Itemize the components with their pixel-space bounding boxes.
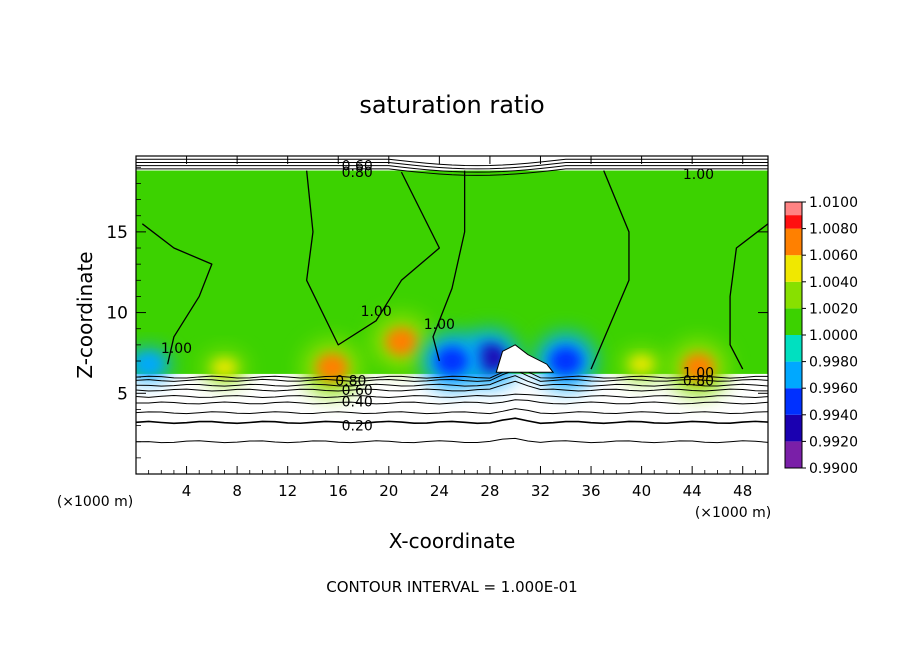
anomaly-blob [385, 327, 418, 356]
x-tick-label: 48 [733, 482, 752, 500]
colorbar-swatch [785, 361, 802, 389]
x-tick-label: 36 [581, 482, 600, 500]
colorbar: 0.9900 0.9920 0.9940 0.9960 0.9980 1.0000 1.00… [784, 195, 858, 477]
x-tick-label: 16 [329, 482, 348, 500]
contour-label: 0.80 [335, 373, 366, 389]
contour-label: 1.00 [161, 341, 192, 357]
contour-line-1-00 [141, 223, 213, 365]
x-unit-label: (×1000 m) [695, 505, 771, 521]
colorbar-label: 0.9960 [809, 381, 858, 397]
contour-interval-note: CONTOUR INTERVAL = 1.000E-01 [326, 578, 577, 596]
y-axis-label: Z-coordinate [73, 251, 97, 378]
contour-label: 0.60 [342, 383, 373, 399]
contour-line [136, 365, 768, 379]
contour-line [136, 437, 768, 444]
contour-line-1-00 [305, 170, 441, 346]
y-tick-label: 10 [106, 304, 128, 324]
anomaly-blob [682, 353, 715, 382]
contour-label: 0.80 [683, 373, 714, 389]
contour-line-1-00 [729, 223, 768, 370]
plot-area [136, 158, 768, 444]
contour-label: 0.40 [342, 394, 373, 410]
anomaly-blob [549, 347, 582, 376]
contour-label: 1.00 [424, 317, 455, 333]
contour-line [136, 393, 768, 398]
contour-labels: 0.600.80 1.001.001.001.001.000.800.600.40… [161, 159, 714, 435]
contour-line [136, 165, 768, 173]
colorbar-swatch [785, 441, 802, 468]
anomaly-blob [315, 353, 348, 382]
y-tick-label: 5 [117, 384, 128, 404]
colorbar-label: 1.0080 [809, 222, 858, 238]
x-tick-label: 20 [379, 482, 398, 500]
colorbar-swatch [785, 228, 802, 256]
colorbar-label: 1.0060 [809, 248, 858, 264]
contour-line-1-00 [432, 170, 466, 362]
x-tick-label: 4 [182, 482, 192, 500]
contour-line [136, 399, 768, 405]
contour-lines [136, 158, 768, 444]
contour-label: 1.00 [361, 304, 392, 320]
colorbar-swatch [785, 388, 802, 415]
anomaly-blob [473, 343, 506, 372]
anomaly-blob [212, 359, 237, 376]
x-tick-label: 40 [632, 482, 651, 500]
colorbar-swatch [785, 281, 802, 309]
contour-label: 0.20 [342, 419, 373, 435]
anomaly-blob [629, 356, 654, 373]
x-tick-label: 28 [480, 482, 499, 500]
contour-line [136, 417, 768, 425]
anomaly-blob [136, 356, 161, 373]
colorbar-label: 0.9980 [809, 355, 858, 371]
x-tick-label: 44 [683, 482, 702, 500]
y-axis: 5 10 15 [106, 166, 768, 459]
x-tick-label: 12 [278, 482, 297, 500]
colorbar-label: 1.0000 [809, 328, 858, 344]
contour-line [136, 369, 768, 382]
contour-line [136, 168, 768, 176]
x-tick-label: 24 [430, 482, 449, 500]
colorbar-swatch [785, 335, 802, 362]
chart-title: saturation ratio [359, 91, 544, 119]
terrain-cloud-outline [495, 344, 555, 373]
contour-label: 1.00 [683, 365, 714, 381]
colorbar-label: 1.0020 [809, 301, 858, 317]
x-tick-label: 8 [232, 482, 242, 500]
contour-line [136, 158, 768, 167]
colorbar-swatch [785, 414, 802, 442]
colorbar-label: 0.9900 [809, 461, 858, 477]
x-tick-label: 32 [531, 482, 550, 500]
contour-line [136, 408, 768, 415]
contour-line [136, 161, 768, 170]
y-tick-label: 15 [106, 223, 128, 243]
colorbar-label: 1.0100 [809, 195, 858, 211]
x-axis: 4 8 12 16 20 24 28 32 36 40 44 48 [148, 156, 756, 500]
contour-label: 1.00 [683, 167, 714, 183]
colorbar-swatch [785, 308, 802, 335]
contour-line [136, 375, 768, 387]
contour-line-1-00 [590, 170, 630, 370]
colorbar-swatch [785, 255, 802, 282]
colorbar-label: 0.9920 [809, 434, 858, 450]
z-unit-label: (×1000 m) [57, 494, 133, 510]
contour-label: 0.80 [342, 165, 373, 181]
colorbar-label: 0.9940 [809, 408, 858, 424]
anomaly-blob [436, 347, 468, 376]
contour-label: 0.60 [342, 159, 373, 175]
colorbar-swatch-top [785, 202, 802, 216]
colorbar-label: 1.0040 [809, 275, 858, 291]
x-axis-label: X-coordinate [389, 529, 516, 553]
contour-line [136, 380, 768, 392]
